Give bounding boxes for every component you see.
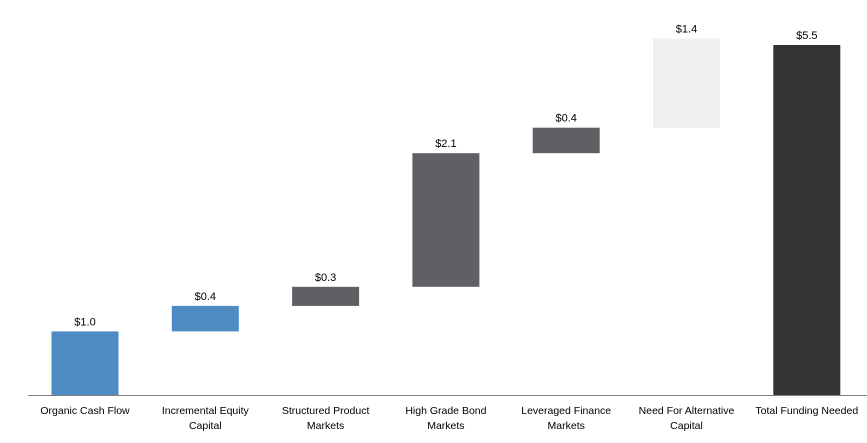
category-label-3: Structured Product Markets [282, 405, 370, 432]
value-label-3: $0.3 [315, 272, 336, 284]
category-label-5: Leveraged Finance Markets [521, 405, 611, 432]
value-label-7: $5.5 [796, 30, 817, 42]
category-label-line: Markets [307, 420, 344, 432]
category-label-line: Markets [548, 420, 585, 432]
category-label-line: Incremental Equity [162, 405, 250, 417]
category-label-line: Structured Product [282, 405, 370, 417]
category-label-6: Need For Alternative Capital [639, 405, 735, 432]
bar-1 [51, 331, 119, 395]
bar-3 [292, 286, 360, 306]
category-label-line: Organic Cash Flow [40, 405, 130, 417]
category-label-2: Incremental Equity Capital [162, 405, 250, 432]
category-label-line: Capital [670, 420, 703, 432]
category-label-4: High Grade Bond Markets [405, 405, 486, 432]
bars-group [51, 38, 841, 395]
value-label-4: $2.1 [435, 138, 456, 150]
value-label-5: $0.4 [555, 113, 576, 125]
category-label-1: Organic Cash Flow [40, 405, 130, 417]
category-label-line: Total Funding Needed [755, 405, 858, 417]
bar-6 [653, 38, 720, 128]
bar-5 [532, 127, 600, 154]
category-label-line: Capital [189, 420, 222, 432]
bar-4 [412, 153, 480, 287]
category-label-7: Total Funding Needed [755, 405, 858, 417]
bar-2 [171, 305, 239, 332]
value-label-6: $1.4 [676, 24, 697, 36]
category-labels-group: Organic Cash Flow Incremental Equity Capit… [40, 405, 858, 432]
value-label-1: $1.0 [74, 316, 95, 328]
bar-7 [773, 45, 841, 395]
value-label-2: $0.4 [195, 291, 216, 303]
category-label-line: Markets [427, 420, 464, 432]
category-label-line: Leveraged Finance [521, 405, 611, 417]
value-labels-group: $1.0 $0.4 $0.3 $2.1 $0.4 $1.4 $5.5 [74, 24, 817, 329]
category-label-line: Need For Alternative [639, 405, 735, 417]
category-label-line: High Grade Bond [405, 405, 486, 417]
